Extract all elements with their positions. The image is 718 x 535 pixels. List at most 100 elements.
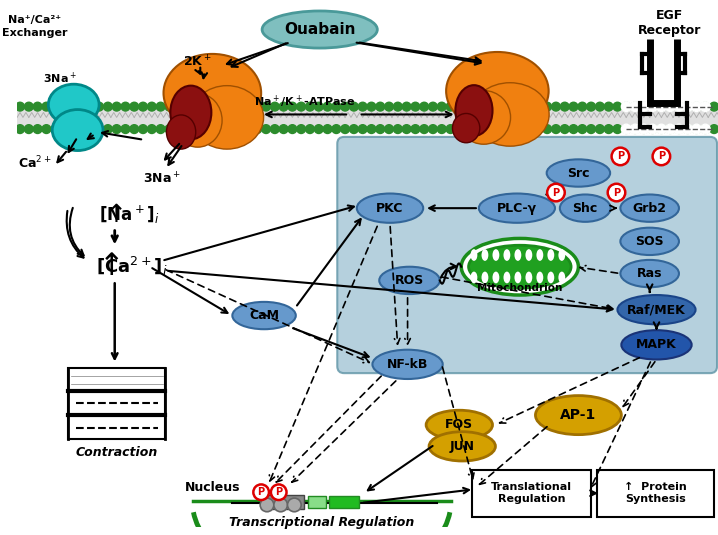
Circle shape — [701, 125, 709, 134]
Text: ↑  Protein
Synthesis: ↑ Protein Synthesis — [624, 483, 687, 504]
Circle shape — [701, 102, 710, 111]
Circle shape — [595, 102, 605, 111]
Circle shape — [490, 125, 499, 134]
Text: 3Na$^+$: 3Na$^+$ — [143, 171, 180, 187]
Ellipse shape — [262, 11, 378, 48]
Ellipse shape — [482, 272, 488, 284]
Circle shape — [648, 124, 658, 134]
Circle shape — [666, 102, 675, 111]
Circle shape — [376, 125, 385, 134]
Circle shape — [429, 125, 437, 134]
Ellipse shape — [526, 272, 532, 284]
Circle shape — [508, 125, 516, 134]
Ellipse shape — [620, 228, 679, 255]
Circle shape — [666, 124, 675, 134]
Circle shape — [429, 102, 437, 111]
Circle shape — [420, 102, 429, 111]
Ellipse shape — [621, 330, 691, 360]
Circle shape — [692, 125, 701, 134]
Circle shape — [200, 102, 209, 111]
Circle shape — [130, 102, 139, 111]
Circle shape — [16, 125, 24, 134]
Circle shape — [33, 125, 42, 134]
Circle shape — [182, 125, 191, 134]
Circle shape — [516, 102, 525, 111]
Ellipse shape — [164, 54, 261, 132]
Text: Contraction: Contraction — [75, 446, 158, 458]
Circle shape — [367, 102, 376, 111]
Ellipse shape — [457, 90, 510, 144]
Circle shape — [157, 102, 165, 111]
Text: [Ca$^{2+}$]$_i$: [Ca$^{2+}$]$_i$ — [96, 255, 168, 278]
Circle shape — [630, 124, 640, 134]
Circle shape — [560, 102, 569, 111]
Circle shape — [525, 125, 534, 134]
Text: P: P — [658, 151, 665, 162]
Circle shape — [68, 102, 77, 111]
Circle shape — [547, 184, 565, 201]
Circle shape — [587, 102, 595, 111]
Circle shape — [490, 102, 499, 111]
Ellipse shape — [452, 113, 480, 143]
Ellipse shape — [493, 272, 499, 284]
Circle shape — [191, 125, 200, 134]
Circle shape — [42, 125, 51, 134]
Circle shape — [103, 125, 112, 134]
FancyBboxPatch shape — [597, 470, 714, 517]
Circle shape — [657, 102, 666, 111]
Bar — [261, 495, 283, 509]
Circle shape — [174, 102, 182, 111]
Circle shape — [341, 102, 350, 111]
Circle shape — [314, 102, 323, 111]
Ellipse shape — [461, 239, 579, 295]
Ellipse shape — [526, 249, 532, 261]
Ellipse shape — [547, 272, 554, 284]
Text: FOS: FOS — [445, 418, 473, 431]
Circle shape — [174, 125, 182, 134]
Circle shape — [157, 125, 165, 134]
Text: Nucleus: Nucleus — [185, 481, 240, 494]
Circle shape — [24, 102, 33, 111]
Circle shape — [244, 102, 253, 111]
Circle shape — [341, 125, 350, 134]
Text: Translational
Regulation: Translational Regulation — [491, 483, 572, 504]
Circle shape — [385, 102, 393, 111]
Text: NF-kB: NF-kB — [387, 358, 428, 371]
Circle shape — [236, 125, 244, 134]
Text: [Na$^+$]$_i$: [Na$^+$]$_i$ — [99, 204, 159, 226]
Ellipse shape — [469, 245, 571, 288]
Circle shape — [191, 102, 200, 111]
Circle shape — [560, 125, 569, 134]
Circle shape — [657, 125, 666, 134]
Text: 3Na$^+$: 3Na$^+$ — [43, 71, 77, 86]
Bar — [330, 496, 359, 508]
Circle shape — [147, 125, 157, 134]
Bar — [17, 105, 718, 132]
Text: $\uparrow$: $\uparrow$ — [101, 203, 124, 227]
Circle shape — [674, 102, 684, 111]
Circle shape — [420, 125, 429, 134]
Circle shape — [525, 102, 534, 111]
Circle shape — [218, 125, 226, 134]
Ellipse shape — [536, 249, 544, 261]
Circle shape — [271, 484, 286, 500]
Circle shape — [103, 102, 112, 111]
Circle shape — [323, 125, 332, 134]
Circle shape — [226, 125, 236, 134]
Circle shape — [147, 102, 157, 111]
Circle shape — [244, 125, 253, 134]
Ellipse shape — [52, 110, 103, 150]
Ellipse shape — [233, 302, 296, 329]
Circle shape — [411, 102, 420, 111]
Ellipse shape — [48, 84, 99, 125]
Circle shape — [130, 125, 139, 134]
Text: EGF
Receptor: EGF Receptor — [638, 9, 701, 37]
Circle shape — [534, 125, 543, 134]
Ellipse shape — [470, 272, 477, 284]
Circle shape — [42, 102, 51, 111]
Ellipse shape — [503, 272, 510, 284]
Ellipse shape — [426, 410, 493, 440]
Circle shape — [209, 125, 218, 134]
Circle shape — [630, 125, 640, 134]
Circle shape — [209, 102, 218, 111]
